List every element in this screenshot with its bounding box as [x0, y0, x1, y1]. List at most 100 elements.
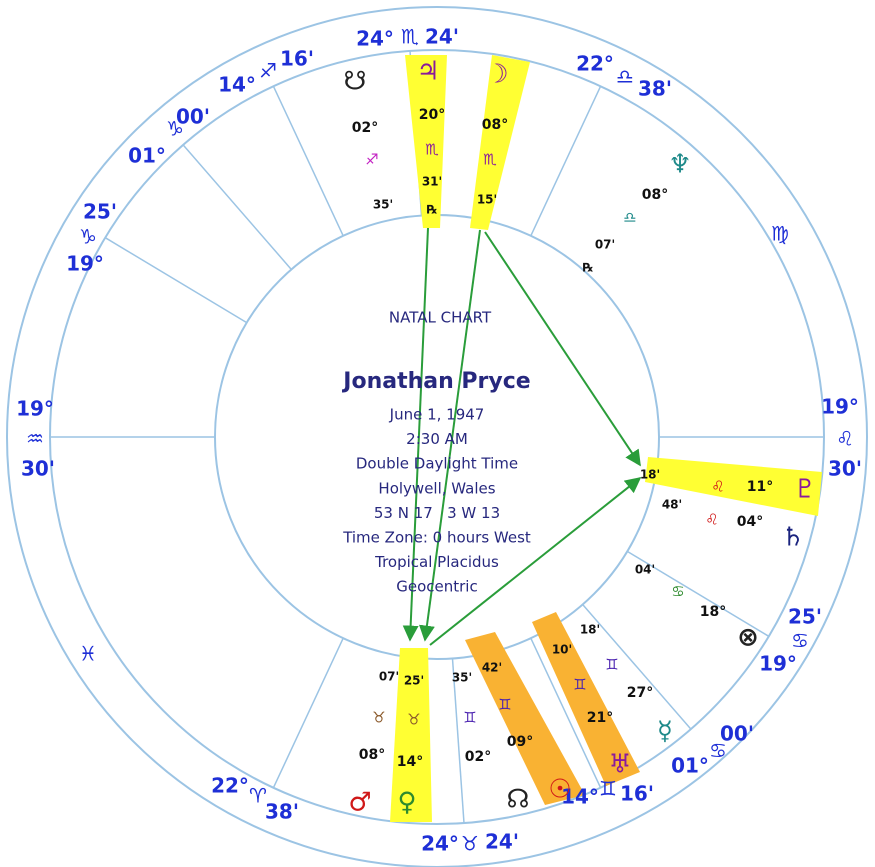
planet-minute: 42' — [482, 661, 502, 675]
cusp-degree: 14° — [561, 785, 599, 809]
planet-minute: 07' — [595, 238, 615, 252]
labels: June 1, 1947 2:30 AM Double Daylight Time H… — [16, 25, 862, 856]
house-cusp-line — [182, 144, 292, 270]
planet-degree: 02° — [465, 749, 491, 765]
planet-sign: ♋ — [671, 583, 684, 601]
planet-degree: 08° — [642, 187, 668, 203]
planet-degree: 14° — [397, 754, 423, 770]
cusp-sign: ♒ — [26, 427, 44, 451]
planet-glyph: ♀ — [397, 788, 416, 818]
cusp-sign: ♈ — [249, 784, 267, 808]
cusp-degree: 22° — [576, 52, 614, 76]
planet-glyph: ♂ — [348, 788, 371, 818]
planet-sign: ♊ — [498, 696, 511, 714]
cusp-sign: ♑ — [79, 225, 97, 249]
chart-detail: Holywell, Wales — [378, 479, 495, 497]
cusp-sign: ♎ — [616, 65, 634, 89]
planet-sign: ♐ — [365, 151, 378, 169]
retrograde-mark: ℞ — [427, 203, 438, 217]
cusp-sign: ♋ — [709, 739, 727, 763]
house-cusp-line — [451, 658, 465, 824]
house-cusp-line — [272, 637, 344, 789]
planet-degree: 21° — [587, 710, 613, 726]
planet-degree: 20° — [419, 107, 445, 123]
cusp-minute: 38' — [265, 800, 299, 824]
planet-sign: ♏ — [425, 141, 439, 159]
cusp-minute: 24' — [425, 25, 459, 49]
cusp-degree: 19° — [66, 252, 104, 276]
house-cusp-line — [104, 237, 248, 324]
planet-degree: 11° — [747, 479, 773, 495]
cusp-sign: ♏ — [401, 25, 419, 49]
chart-detail: 53 N 17 3 W 13 — [374, 504, 500, 522]
cusp-minute: 16' — [620, 782, 654, 806]
planet-sign: ♌ — [711, 478, 724, 496]
cusp-minute: 25' — [788, 605, 822, 629]
aspect-lines — [402, 227, 642, 646]
planet-minute: 35' — [373, 198, 393, 212]
chart-detail: Double Daylight Time — [356, 455, 518, 473]
planet-glyph: ☽ — [485, 60, 508, 90]
planet-minute: 15' — [477, 193, 497, 207]
cusp-degree: 01° — [128, 144, 166, 168]
cusp-sign: ♑ — [166, 117, 184, 141]
planet-sign: ♎ — [623, 209, 636, 227]
person-name: Jonathan Pryce — [341, 369, 530, 394]
planet-glyph: ♇ — [793, 475, 816, 505]
chart-title: NATAL CHART — [389, 309, 492, 327]
planet-glyph: ☉ — [548, 775, 571, 805]
house-cusp-line — [530, 85, 602, 237]
planet-degree: 08° — [359, 747, 385, 763]
planet-degree: 02° — [352, 120, 378, 136]
planet-minute: 18' — [640, 468, 660, 482]
planet-degree: 18° — [700, 604, 726, 620]
planet-minute: 35' — [452, 671, 472, 685]
cusp-sign: ♋ — [791, 629, 809, 653]
cusp-degree: 24° — [421, 832, 459, 856]
aspect-line — [429, 477, 642, 646]
aspect-line — [402, 227, 429, 642]
cusp-minute: 00' — [720, 722, 754, 746]
cusp-degree: 19° — [759, 652, 797, 676]
planet-sign: ♏ — [483, 151, 497, 169]
planet-minute: 48' — [662, 498, 682, 512]
cusp-degree: 14° — [218, 73, 256, 97]
planet-minute: 07' — [379, 670, 399, 684]
cusp-sign: ♐ — [259, 59, 277, 83]
cusp-degree: 22° — [211, 774, 249, 798]
planet-glyph: ♃ — [416, 57, 439, 87]
cusp-degree: 24° — [356, 27, 394, 51]
planet-glyph: ♅ — [608, 750, 631, 780]
aspect-line — [484, 231, 641, 467]
house-cusp-line — [582, 604, 692, 730]
outer-circle — [6, 6, 868, 867]
cusp-minute: 00' — [176, 105, 210, 129]
planet-sign: ♌ — [705, 511, 718, 529]
planet-glyph: ☋ — [343, 67, 366, 97]
chart-detail: Geocentric — [396, 578, 477, 596]
planet-degree: 27° — [627, 685, 653, 701]
cusp-minute: 24' — [485, 830, 519, 854]
house-cusp-line — [530, 637, 602, 789]
cusp-sign: ♓ — [79, 642, 97, 666]
cusp-sign: ♌ — [836, 427, 854, 451]
highlight-band — [470, 55, 530, 230]
cusp-degree: 19° — [16, 397, 54, 421]
cusp-sign: ♊ — [599, 777, 617, 801]
cusp-minute: 30' — [21, 457, 55, 481]
planet-minute: 31' — [422, 175, 442, 189]
highlight-band — [645, 457, 822, 516]
planet-glyph: ♆ — [668, 150, 691, 180]
planet-sign: ♉ — [407, 711, 420, 729]
cusp-degree: 01° — [671, 754, 709, 778]
planet-glyph: ♄ — [781, 523, 804, 553]
cusp-sign: ♍ — [771, 222, 789, 246]
planet-glyph: ☿ — [657, 717, 673, 747]
cusp-minute: 30' — [828, 457, 862, 481]
planet-minute: 18' — [580, 623, 600, 637]
planet-minute: 04' — [635, 563, 655, 577]
chart-detail: 2:30 AM — [406, 430, 468, 448]
highlight-band — [465, 632, 585, 805]
